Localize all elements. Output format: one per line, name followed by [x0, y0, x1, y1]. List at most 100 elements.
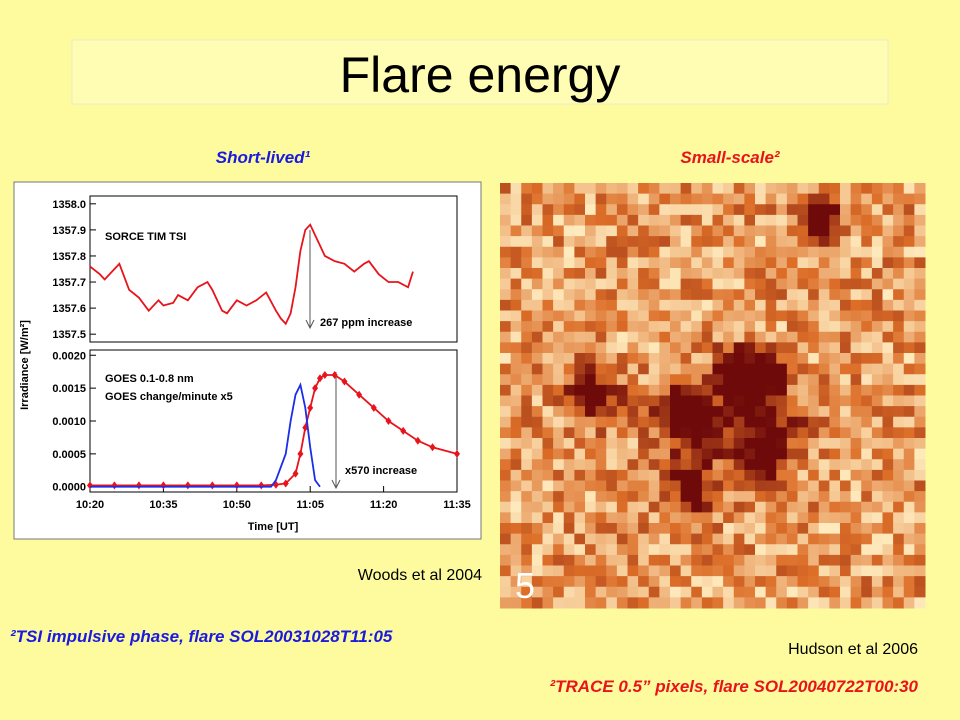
image-pixel: [638, 586, 650, 598]
image-pixel: [553, 193, 565, 205]
image-pixel: [616, 204, 628, 216]
image-pixel: [691, 597, 703, 609]
image-pixel: [776, 427, 788, 439]
image-pixel: [765, 427, 777, 439]
image-pixel: [648, 512, 660, 524]
image-pixel: [648, 289, 660, 301]
image-pixel: [521, 438, 533, 450]
image-pixel: [882, 523, 894, 535]
image-pixel: [786, 554, 798, 566]
image-pixel: [616, 246, 628, 258]
image-pixel: [595, 586, 607, 598]
image-pixel: [521, 544, 533, 556]
y-tick-label: 1357.7: [52, 277, 86, 289]
image-pixel: [733, 353, 745, 365]
image-pixel: [744, 268, 756, 280]
image-pixel: [712, 310, 724, 322]
image-pixel: [563, 204, 575, 216]
image-pixel: [755, 480, 767, 492]
image-pixel: [786, 448, 798, 460]
image-pixel: [733, 214, 745, 226]
image-pixel: [786, 533, 798, 545]
image-pixel: [563, 438, 575, 450]
image-pixel: [818, 459, 830, 471]
image-pixel: [861, 512, 873, 524]
image-pixel: [701, 427, 713, 439]
image-pixel: [574, 257, 586, 269]
image-pixel: [616, 236, 628, 248]
image-pixel: [638, 257, 650, 269]
image-pixel: [510, 257, 522, 269]
image-pixel: [818, 554, 830, 566]
image-pixel: [744, 395, 756, 407]
image-pixel: [818, 193, 830, 205]
image-pixel: [744, 576, 756, 588]
image-pixel: [574, 438, 586, 450]
image-pixel: [606, 193, 618, 205]
image-pixel: [638, 491, 650, 503]
image-pixel: [500, 278, 512, 290]
image-pixel: [829, 278, 841, 290]
image-pixel: [882, 342, 894, 354]
image-pixel: [903, 310, 915, 322]
image-pixel: [776, 416, 788, 428]
image-pixel: [765, 416, 777, 428]
image-pixel: [574, 491, 586, 503]
image-pixel: [733, 523, 745, 535]
image-pixel: [903, 544, 915, 556]
image-pixel: [808, 533, 820, 545]
image-pixel: [500, 310, 512, 322]
image-pixel: [861, 183, 873, 195]
image-pixel: [733, 268, 745, 280]
image-pixel: [893, 448, 905, 460]
image-pixel: [914, 278, 926, 290]
image-pixel: [893, 310, 905, 322]
image-pixel: [871, 438, 883, 450]
image-pixel: [563, 533, 575, 545]
image-pixel: [531, 214, 543, 226]
image-pixel: [808, 363, 820, 375]
image-pixel: [755, 427, 767, 439]
image-pixel: [861, 533, 873, 545]
image-pixel: [829, 491, 841, 503]
image-pixel: [776, 363, 788, 375]
image-pixel: [914, 554, 926, 566]
image-pixel: [893, 469, 905, 481]
image-pixel: [871, 384, 883, 396]
image-pixel: [871, 469, 883, 481]
image-pixel: [531, 576, 543, 588]
image-pixel: [585, 278, 597, 290]
image-pixel: [701, 416, 713, 428]
image-pixel: [531, 236, 543, 248]
image-pixel: [606, 395, 618, 407]
image-pixel: [733, 469, 745, 481]
image-pixel: [871, 289, 883, 301]
image-pixel: [808, 246, 820, 258]
image-pixel: [712, 236, 724, 248]
image-pixel: [744, 512, 756, 524]
image-pixel: [712, 299, 724, 311]
image-pixel: [871, 586, 883, 598]
image-pixel: [840, 268, 852, 280]
image-pixel: [850, 533, 862, 545]
image-pixel: [797, 554, 809, 566]
image-pixel: [882, 214, 894, 226]
image-pixel: [744, 469, 756, 481]
image-pixel: [606, 204, 618, 216]
image-pixel: [531, 480, 543, 492]
image-pixel: [733, 395, 745, 407]
image-pixel: [755, 236, 767, 248]
image-pixel: [542, 406, 554, 418]
image-pixel: [510, 193, 522, 205]
image-pixel: [701, 342, 713, 354]
image-pixel: [553, 438, 565, 450]
image-pixel: [882, 278, 894, 290]
image-pixel: [659, 469, 671, 481]
image-pixel: [510, 438, 522, 450]
image-pixel: [755, 576, 767, 588]
image-pixel: [914, 416, 926, 428]
annotation: 267 ppm increase: [320, 317, 412, 329]
image-pixel: [765, 374, 777, 386]
image-pixel: [510, 586, 522, 598]
image-pixel: [893, 183, 905, 195]
